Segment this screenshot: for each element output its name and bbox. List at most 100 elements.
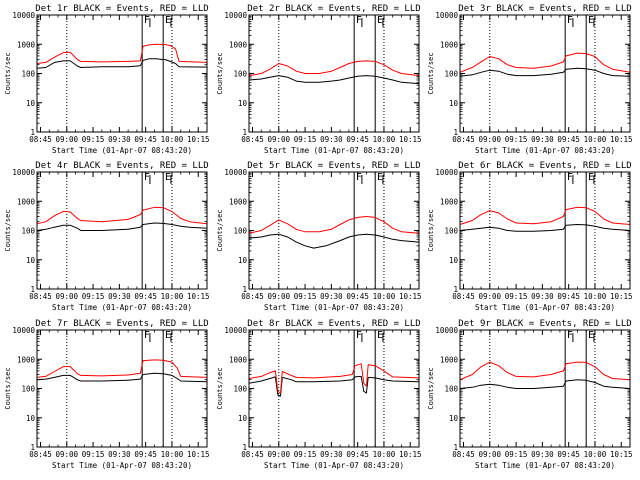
- y-tick-label: 10: [26, 414, 36, 423]
- x-tick-label: 09:30: [108, 292, 131, 301]
- x-tick-label: 09:30: [531, 450, 554, 459]
- x-tick-label: 10:00: [373, 292, 396, 301]
- y-tick-label: 10: [238, 414, 248, 423]
- series-events-line: [248, 375, 420, 397]
- y-tick-label: 1: [242, 285, 247, 294]
- series-lld-line: [248, 60, 420, 77]
- y-tick-label: 10: [26, 256, 36, 265]
- x-tick-label: 10:00: [161, 292, 184, 301]
- plot-frame: [459, 171, 631, 290]
- y-tick-label: 1000: [17, 40, 36, 49]
- y-tick-label: 1: [453, 128, 458, 137]
- series-events-line: [248, 233, 420, 249]
- y-tick-label: 10000: [12, 168, 35, 177]
- series-events-line: [36, 372, 208, 383]
- x-tick-label: 09:30: [320, 450, 343, 459]
- y-axis-label: Counts/sec: [4, 209, 12, 251]
- series-events-line: [36, 222, 208, 231]
- region-marker: F: [356, 330, 362, 341]
- series-lld-line: [459, 361, 631, 381]
- chart-panel-7: Det 7r BLACK = Events, RED = LLD Counts/s…: [4, 319, 210, 470]
- chart-panel-9: Det 9r BLACK = Events, RED = LLD Counts/s…: [427, 319, 633, 470]
- y-tick-label: 1000: [229, 40, 248, 49]
- y-axis-label: Counts/sec: [216, 52, 224, 94]
- y-tick-label: 100: [233, 70, 247, 79]
- chart-title: Det 2r BLACK = Events, RED = LLD: [247, 4, 420, 14]
- x-tick-label: 10:00: [373, 450, 396, 459]
- y-tick-label: 1: [453, 443, 458, 452]
- region-marker: E: [165, 330, 171, 341]
- x-tick-label: 10:15: [610, 292, 633, 301]
- plot-frame: [248, 171, 420, 290]
- y-tick-label: 1: [242, 128, 247, 137]
- chart-panel-2: Det 2r BLACK = Events, RED = LLD Counts/s…: [216, 4, 422, 155]
- x-tick-label: 09:00: [479, 292, 502, 301]
- chart-title: Det 5r BLACK = Events, RED = LLD: [247, 161, 420, 171]
- chart-panel-6: Det 6r BLACK = Events, RED = LLD Counts/s…: [427, 161, 633, 312]
- y-tick-label: 10000: [12, 326, 35, 335]
- series-lld-line: [459, 206, 631, 225]
- x-tick-label: 10:00: [373, 135, 396, 144]
- series-lld-line: [36, 206, 208, 225]
- chart-panel-4: Det 4r BLACK = Events, RED = LLD Counts/s…: [4, 161, 210, 312]
- region-marker: E: [588, 172, 594, 183]
- region-marker: F: [567, 15, 573, 26]
- x-tick-label: 08:45: [29, 450, 52, 459]
- x-tick-label: 09:30: [320, 292, 343, 301]
- y-tick-label: 100: [21, 70, 35, 79]
- x-axis-label: Start Time (01-Apr-07 08:43:20): [52, 461, 192, 470]
- y-axis-label: Counts/sec: [216, 209, 224, 251]
- y-tick-label: 100: [444, 227, 458, 236]
- y-axis-label: Counts/sec: [4, 367, 12, 409]
- y-tick-label: 1000: [229, 197, 248, 206]
- plot-frame: [248, 329, 420, 448]
- chart-panel-8: Det 8r BLACK = Events, RED = LLD Counts/s…: [216, 319, 422, 470]
- x-tick-label: 09:00: [56, 292, 79, 301]
- x-tick-label: 08:45: [452, 292, 475, 301]
- region-marker: E: [377, 172, 383, 183]
- x-tick-label: 09:30: [108, 450, 131, 459]
- y-tick-label: 100: [21, 385, 35, 394]
- y-axis-label: Counts/sec: [427, 52, 435, 94]
- y-axis-label: Counts/sec: [216, 367, 224, 409]
- y-tick-label: 1: [30, 285, 35, 294]
- x-tick-label: 10:15: [399, 292, 422, 301]
- x-tick-label: 09:00: [479, 135, 502, 144]
- x-tick-label: 09:15: [82, 292, 105, 301]
- plot-frame: [36, 14, 208, 133]
- region-marker: E: [377, 330, 383, 341]
- x-tick-label: 09:30: [108, 135, 131, 144]
- x-tick-label: 10:00: [161, 135, 184, 144]
- x-tick-label: 09:45: [134, 135, 157, 144]
- x-tick-label: 08:45: [452, 450, 475, 459]
- x-tick-label: 10:15: [610, 135, 633, 144]
- x-tick-label: 10:15: [187, 450, 210, 459]
- region-marker: E: [165, 172, 171, 183]
- series-events-line: [248, 75, 420, 85]
- series-events-line: [459, 67, 631, 77]
- x-tick-label: 09:15: [505, 292, 528, 301]
- region-marker: E: [165, 15, 171, 26]
- x-tick-label: 09:00: [268, 292, 291, 301]
- y-axis-label: Counts/sec: [427, 367, 435, 409]
- y-tick-label: 1000: [229, 355, 248, 364]
- region-marker: F: [144, 172, 150, 183]
- x-tick-label: 09:30: [320, 135, 343, 144]
- series-lld-line: [36, 359, 208, 378]
- x-tick-label: 09:15: [82, 450, 105, 459]
- chart-title: Det 6r BLACK = Events, RED = LLD: [458, 161, 631, 171]
- y-tick-label: 1: [30, 443, 35, 452]
- y-tick-label: 10000: [435, 168, 458, 177]
- x-axis-label: Start Time (01-Apr-07 08:43:20): [264, 146, 404, 155]
- x-tick-label: 09:15: [505, 450, 528, 459]
- region-marker: E: [588, 330, 594, 341]
- y-tick-label: 100: [444, 385, 458, 394]
- y-tick-label: 10: [238, 99, 248, 108]
- y-tick-label: 1000: [17, 355, 36, 364]
- y-tick-label: 10: [238, 256, 248, 265]
- x-tick-label: 09:00: [268, 450, 291, 459]
- y-tick-label: 1: [30, 128, 35, 137]
- y-axis-label: Counts/sec: [427, 209, 435, 251]
- y-tick-label: 10: [449, 256, 459, 265]
- x-tick-label: 09:00: [56, 450, 79, 459]
